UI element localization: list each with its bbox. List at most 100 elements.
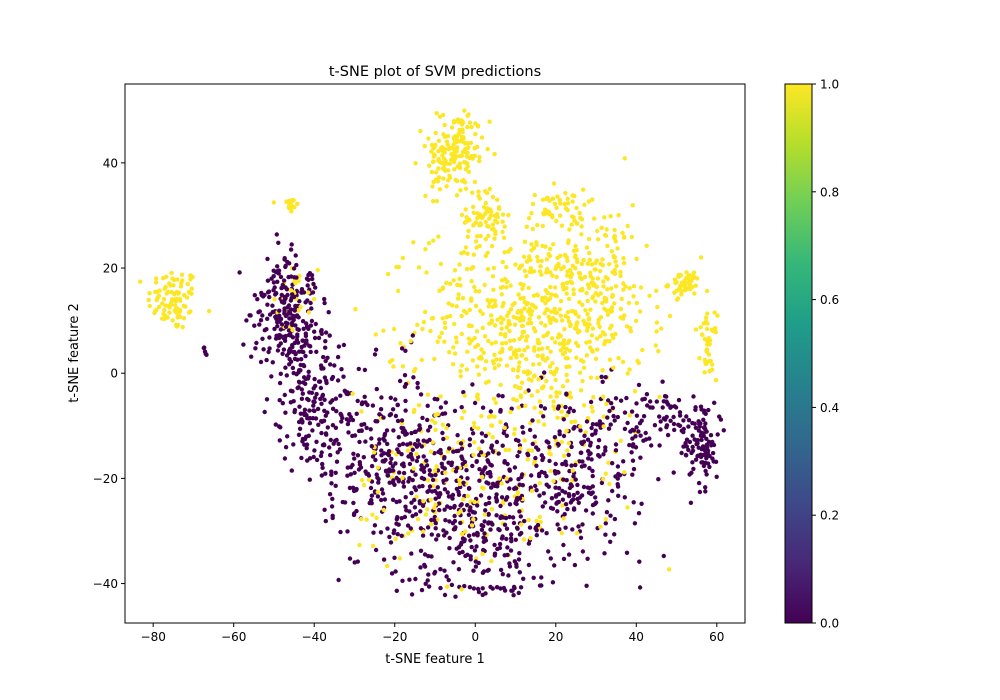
data-point-class-1 (536, 377, 541, 382)
data-point-class-1 (517, 266, 522, 271)
data-point-class-0 (372, 523, 378, 528)
data-point-class-1 (503, 447, 508, 453)
data-point-class-1 (466, 217, 472, 222)
data-point-class-1 (554, 310, 560, 315)
data-point-class-1 (519, 353, 524, 358)
data-point-class-1 (588, 270, 593, 275)
data-point-class-0 (502, 522, 508, 527)
data-point-class-1 (421, 499, 426, 504)
data-point-class-0 (350, 417, 356, 423)
data-point-class-0 (424, 463, 430, 468)
data-point-class-1 (473, 344, 478, 350)
data-point-class-1 (529, 242, 534, 247)
data-point-class-0 (310, 428, 315, 433)
data-point-class-0 (584, 583, 589, 588)
data-point-class-0 (277, 380, 283, 386)
data-point-class-1 (440, 161, 445, 166)
data-point-class-1 (156, 304, 162, 310)
data-point-class-0 (492, 542, 497, 548)
data-point-class-0 (486, 512, 491, 517)
data-point-class-0 (613, 448, 619, 453)
data-point-class-1 (470, 190, 475, 195)
data-point-class-0 (419, 587, 425, 593)
data-point-class-0 (316, 335, 322, 341)
data-point-class-0 (401, 470, 407, 476)
data-point-class-1 (490, 435, 495, 440)
data-point-class-1 (713, 377, 719, 383)
data-point-class-0 (603, 521, 608, 526)
data-point-class-1 (590, 295, 595, 301)
data-point-class-1 (523, 403, 528, 408)
data-point-class-0 (322, 507, 327, 512)
data-point-class-1 (454, 304, 459, 309)
data-point-class-1 (494, 357, 499, 362)
data-point-class-1 (154, 297, 159, 303)
data-point-class-1 (629, 234, 635, 240)
data-point-class-1 (588, 307, 593, 312)
data-point-class-1 (482, 334, 488, 339)
data-point-class-0 (482, 531, 487, 536)
data-point-class-1 (162, 307, 167, 313)
data-point-class-0 (339, 419, 344, 424)
data-point-class-1 (547, 212, 552, 217)
data-point-class-1 (533, 305, 538, 310)
data-point-class-0 (421, 465, 427, 471)
data-point-class-1 (693, 327, 699, 332)
data-point-class-0 (270, 360, 275, 365)
data-point-class-1 (613, 284, 619, 289)
data-point-class-0 (278, 371, 283, 376)
data-point-class-1 (548, 370, 554, 375)
data-point-class-1 (489, 559, 494, 564)
data-point-class-1 (532, 345, 537, 350)
data-point-class-0 (477, 478, 482, 483)
data-point-class-0 (383, 468, 389, 473)
data-point-class-0 (443, 400, 448, 405)
data-point-class-1 (451, 159, 457, 165)
data-point-class-0 (373, 457, 378, 463)
data-point-class-1 (400, 475, 405, 481)
data-point-class-0 (362, 367, 368, 373)
data-point-class-1 (626, 300, 632, 306)
data-point-class-0 (616, 471, 621, 477)
data-point-class-1 (554, 390, 559, 395)
data-point-class-1 (463, 245, 469, 250)
data-point-class-1 (604, 227, 609, 232)
data-point-class-0 (441, 528, 446, 533)
data-point-class-0 (335, 354, 341, 360)
data-point-class-0 (394, 521, 399, 526)
data-point-class-0 (622, 410, 628, 415)
data-point-class-1 (400, 255, 405, 261)
data-point-class-1 (612, 301, 617, 306)
data-point-class-0 (630, 444, 636, 449)
data-point-class-0 (249, 354, 254, 359)
data-point-class-0 (536, 473, 542, 479)
data-point-class-1 (465, 349, 470, 354)
data-point-class-1 (632, 389, 638, 394)
data-point-class-0 (361, 455, 366, 460)
data-point-class-0 (391, 530, 396, 536)
data-point-class-1 (547, 364, 553, 369)
data-point-class-1 (454, 193, 460, 198)
data-point-class-1 (416, 403, 422, 408)
data-point-class-1 (703, 360, 708, 365)
data-point-class-0 (636, 511, 642, 516)
data-point-class-0 (701, 417, 706, 422)
data-point-class-0 (324, 432, 329, 437)
data-point-class-1 (555, 194, 560, 199)
x-tick-label: −60 (221, 630, 246, 644)
data-point-class-1 (446, 178, 451, 183)
data-point-class-0 (479, 431, 485, 436)
data-point-class-0 (403, 381, 409, 387)
data-point-class-0 (669, 404, 674, 409)
data-point-class-1 (471, 420, 477, 426)
data-point-class-0 (418, 392, 424, 397)
data-point-class-0 (516, 590, 521, 596)
data-point-class-0 (467, 443, 472, 448)
data-point-class-0 (404, 431, 409, 436)
data-point-class-0 (336, 441, 341, 447)
data-point-class-1 (480, 551, 485, 557)
data-point-class-1 (578, 424, 583, 429)
data-point-class-0 (522, 518, 527, 524)
data-point-class-1 (526, 448, 531, 453)
data-point-class-0 (314, 457, 320, 463)
